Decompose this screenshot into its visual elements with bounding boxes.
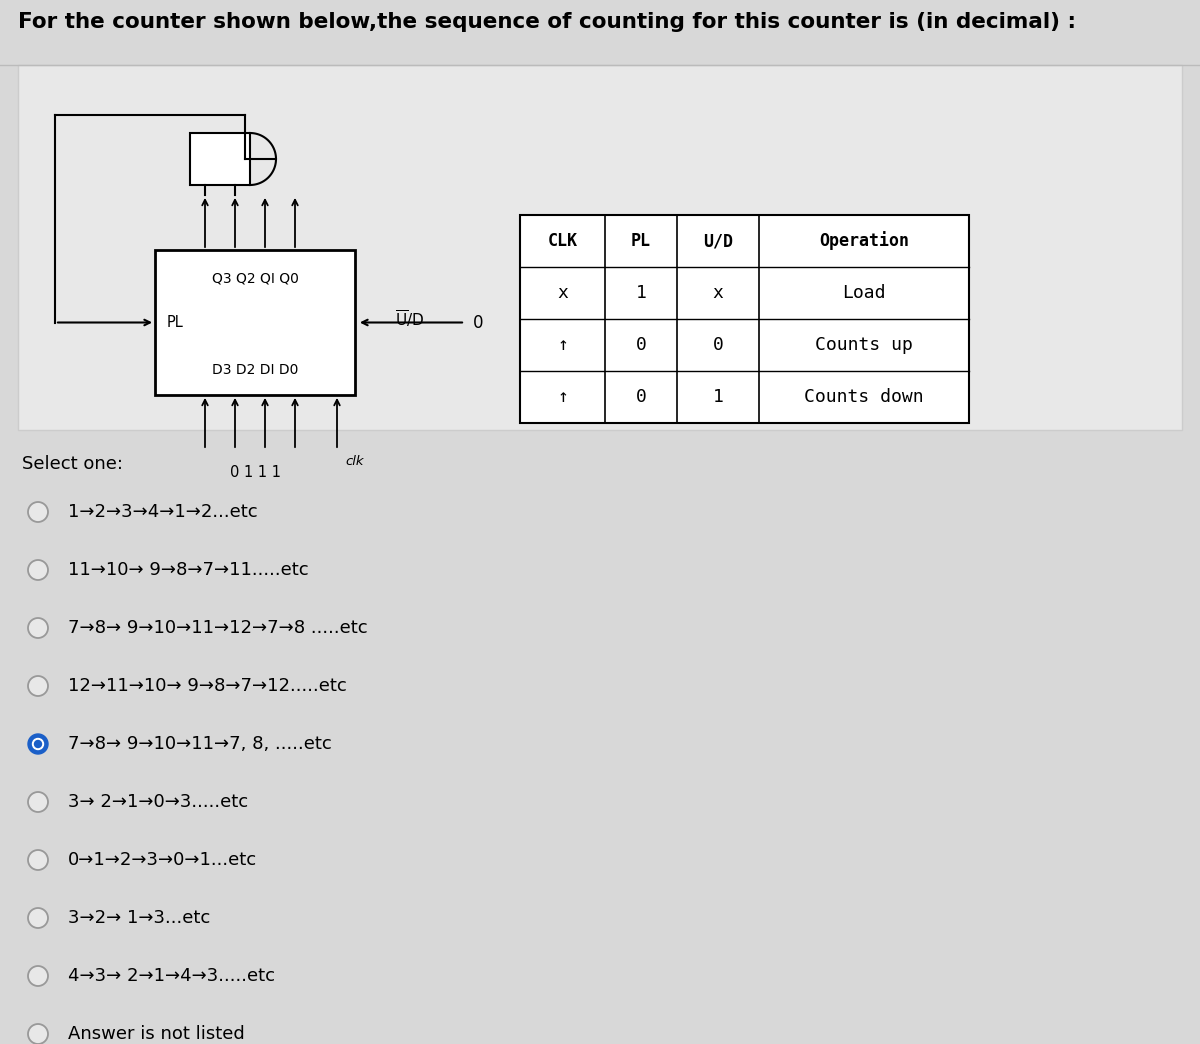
- Text: PL: PL: [167, 315, 184, 330]
- Text: 11→10→ 9→8→7→11.....etc: 11→10→ 9→8→7→11.....etc: [68, 561, 308, 579]
- Text: $\overline{\mathrm{U}}$/D: $\overline{\mathrm{U}}$/D: [396, 308, 425, 329]
- Text: 12→11→10→ 9→8→7→12.....etc: 12→11→10→ 9→8→7→12.....etc: [68, 677, 347, 695]
- Circle shape: [30, 909, 47, 926]
- Circle shape: [30, 678, 47, 694]
- Text: ↑: ↑: [557, 336, 568, 354]
- Text: 3→2→ 1→3...etc: 3→2→ 1→3...etc: [68, 909, 210, 927]
- Text: Answer is not listed: Answer is not listed: [68, 1025, 245, 1043]
- Text: 0→1→2→3→0→1...etc: 0→1→2→3→0→1...etc: [68, 851, 257, 869]
- Circle shape: [32, 738, 43, 750]
- Text: ↑: ↑: [557, 388, 568, 406]
- Text: 1: 1: [636, 284, 647, 302]
- Bar: [190, 133, 250, 185]
- Text: PL: PL: [631, 232, 650, 250]
- Text: CLK: CLK: [547, 232, 577, 250]
- Text: x: x: [557, 284, 568, 302]
- Circle shape: [30, 503, 47, 521]
- Text: 1: 1: [713, 388, 724, 406]
- Text: 1→2→3→4→1→2...etc: 1→2→3→4→1→2...etc: [68, 503, 258, 521]
- Circle shape: [30, 852, 47, 869]
- Text: 0 1 1 1: 0 1 1 1: [229, 465, 281, 480]
- Bar: [520, 215, 970, 423]
- Text: 4→3→ 2→1→4→3.....etc: 4→3→ 2→1→4→3.....etc: [68, 967, 275, 984]
- Text: Counts down: Counts down: [804, 388, 924, 406]
- Text: 7→8→ 9→10→11→12→7→8 .....etc: 7→8→ 9→10→11→12→7→8 .....etc: [68, 619, 367, 637]
- Bar: [18, 65, 1182, 430]
- Text: Operation: Operation: [818, 232, 910, 251]
- Circle shape: [35, 740, 42, 748]
- Text: For the counter shown below,the sequence of counting for this counter is (in dec: For the counter shown below,the sequence…: [18, 11, 1076, 32]
- Circle shape: [30, 793, 47, 810]
- Text: Counts up: Counts up: [815, 336, 913, 354]
- Text: U/D: U/D: [703, 232, 733, 250]
- Text: 0: 0: [473, 313, 484, 332]
- Bar: [0, 0, 1200, 60]
- Circle shape: [30, 619, 47, 637]
- Text: 7→8→ 9→10→11→7, 8, .....etc: 7→8→ 9→10→11→7, 8, .....etc: [68, 735, 331, 753]
- Text: Q3 Q2 QI Q0: Q3 Q2 QI Q0: [211, 272, 299, 286]
- Circle shape: [28, 734, 48, 754]
- Bar: [155, 250, 355, 395]
- Text: 0: 0: [713, 336, 724, 354]
- Text: 0: 0: [636, 388, 647, 406]
- Circle shape: [30, 562, 47, 578]
- Circle shape: [30, 1025, 47, 1043]
- Text: Load: Load: [842, 284, 886, 302]
- Text: D3 D2 DI D0: D3 D2 DI D0: [212, 363, 298, 377]
- Text: 3→ 2→1→0→3.....etc: 3→ 2→1→0→3.....etc: [68, 793, 248, 811]
- Text: clk: clk: [346, 455, 364, 468]
- Text: 0: 0: [636, 336, 647, 354]
- Text: Select one:: Select one:: [22, 455, 124, 473]
- Text: x: x: [713, 284, 724, 302]
- Circle shape: [30, 968, 47, 984]
